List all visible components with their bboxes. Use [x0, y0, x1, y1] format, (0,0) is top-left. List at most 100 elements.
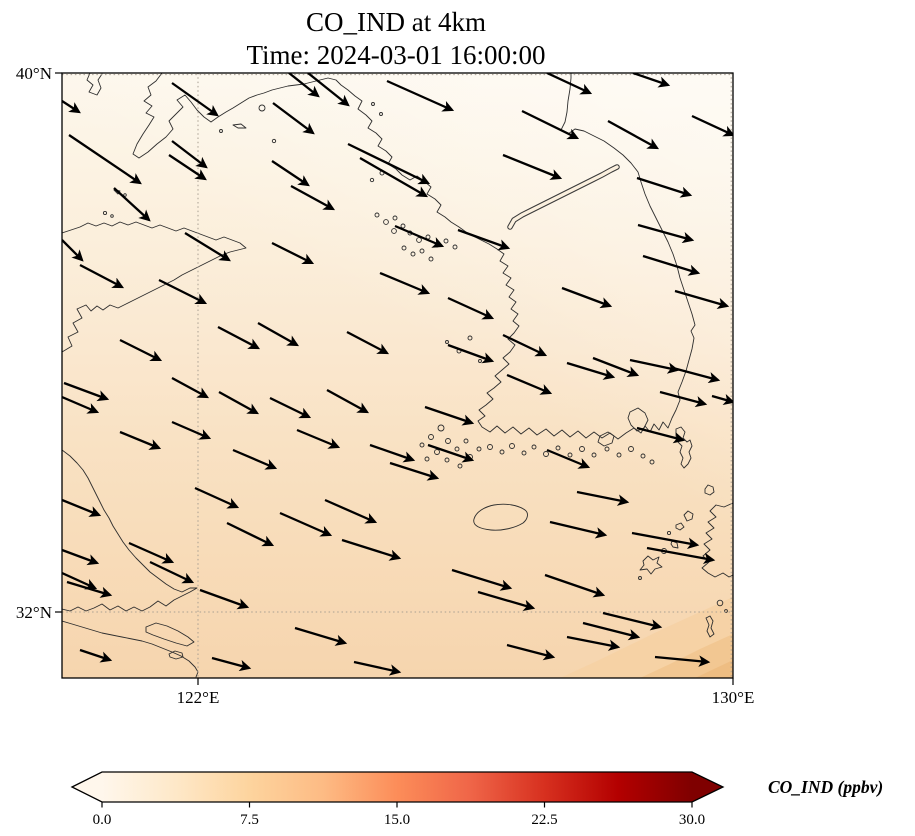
- wind-arrow: [168, 154, 207, 181]
- wind-arrow: [427, 443, 475, 463]
- islet-amakusa: [705, 615, 715, 638]
- island-geoje: [627, 407, 649, 432]
- wind-arrow: [272, 102, 315, 135]
- wind-arrow: [566, 361, 616, 380]
- coastline-jiangsu-yangtze: [62, 449, 198, 612]
- wind-arrow: [271, 241, 315, 265]
- wind-arrow: [654, 655, 711, 667]
- wind-arrow: [346, 330, 390, 355]
- wind-arrow: [171, 376, 210, 399]
- wind-arrow: [636, 176, 693, 198]
- wind-arrow: [369, 443, 416, 463]
- wind-arrow: [561, 286, 613, 309]
- colorbar-tick-label: 7.5: [240, 812, 259, 828]
- ytick-label-32n: 32°N: [16, 603, 52, 622]
- wind-arrow: [632, 73, 671, 88]
- wind-arrow: [119, 430, 162, 450]
- wind-arrow: [711, 393, 733, 406]
- wind-arrow: [631, 531, 700, 549]
- wind-arrow: [269, 396, 312, 419]
- wind-arrow: [592, 356, 640, 378]
- wind-arrow: [294, 626, 348, 646]
- wind-arrow: [326, 388, 370, 414]
- wind-arrow: [128, 541, 175, 564]
- wind-arrow: [194, 486, 240, 509]
- wind-arrow: [549, 520, 608, 539]
- wind-arrow: [257, 321, 300, 347]
- wind-arrow: [502, 333, 548, 357]
- wind-arrow: [447, 343, 495, 364]
- wind-arrow: [211, 656, 252, 672]
- islet-goto-a: [683, 510, 694, 522]
- map-panel: 40°N 32°N 122°E 130°E: [16, 64, 754, 707]
- wind-arrow: [379, 271, 431, 295]
- wind-arrow: [79, 263, 125, 289]
- wind-arrow: [62, 498, 102, 517]
- wind-arrow: [341, 538, 402, 561]
- colorbar-bar: [70, 771, 725, 803]
- wind-arrow: [637, 223, 695, 244]
- xtick-label-130e: 130°E: [712, 688, 755, 707]
- wind-arrow: [582, 621, 641, 641]
- wind-arrow: [347, 142, 431, 185]
- colorbar-tick-label: 22.5: [531, 812, 557, 828]
- wind-arrow: [424, 405, 475, 426]
- wind-arrow: [506, 643, 556, 661]
- wind-arrow: [457, 228, 511, 251]
- island-namhae: [597, 431, 615, 447]
- figure-subtitle-time: Time: 2024-03-01 16:00:00: [246, 40, 545, 70]
- wind-arrow: [79, 648, 113, 663]
- wind-quiver-layer: [62, 73, 733, 676]
- wind-arrow: [271, 160, 310, 187]
- map-frame: [61, 72, 734, 679]
- wind-arrow: [544, 573, 606, 598]
- wind-arrow: [659, 390, 708, 408]
- wind-arrow: [672, 366, 721, 384]
- wind-arrow: [199, 588, 250, 610]
- islet-goto-c: [670, 540, 679, 549]
- wind-arrow: [602, 611, 663, 631]
- wind-arrow: [674, 289, 730, 309]
- wind-arrow: [629, 358, 680, 374]
- wind-arrow: [171, 140, 208, 169]
- wind-arrow: [546, 73, 593, 95]
- xtick-label-122e: 122°E: [177, 688, 220, 707]
- co-field-southeast-wedge: [560, 597, 733, 678]
- coastlines-layer: [62, 73, 733, 678]
- wind-arrow: [119, 338, 163, 362]
- colorbar-tick-label: 30.0: [679, 812, 705, 828]
- wind-arrow: [566, 635, 621, 651]
- co-field-light-northeast: [62, 73, 733, 678]
- island-jeju: [473, 503, 528, 531]
- colorbar-tick-label: 0.0: [93, 812, 112, 828]
- wind-arrow: [646, 546, 716, 565]
- wind-arrow: [394, 224, 445, 248]
- wind-arrow: [451, 568, 513, 591]
- wind-arrow: [279, 511, 333, 537]
- wind-arrow: [62, 548, 100, 566]
- wind-arrow: [290, 184, 336, 211]
- colorbar-tick-labels: 0.0 7.5 15.0 22.5 30.0: [93, 812, 706, 828]
- colorbar-ticks: [101, 802, 693, 808]
- coastline-korea-mainland: [132, 73, 696, 440]
- wind-arrow: [642, 254, 701, 276]
- wind-arrow: [62, 239, 84, 262]
- figure-title: CO_IND at 4km: [306, 7, 486, 37]
- coastline-bohai-fragment: [86, 73, 103, 96]
- dmz-border-band: [507, 164, 620, 230]
- islet-goto-star: [639, 555, 663, 575]
- wind-arrow: [307, 73, 350, 107]
- islet-goto-b: [675, 522, 685, 531]
- wind-arrow: [217, 325, 261, 350]
- wind-arrow: [636, 426, 686, 444]
- colorbar-tick-label: 15.0: [384, 812, 410, 828]
- wind-arrow: [296, 428, 341, 449]
- colorbar-label: CO_IND (ppbv): [768, 777, 883, 797]
- wind-arrow: [218, 390, 260, 415]
- wind-arrow: [477, 590, 536, 611]
- wind-arrow: [62, 571, 98, 590]
- wind-arrow: [506, 373, 553, 395]
- wind-arrow: [353, 660, 402, 676]
